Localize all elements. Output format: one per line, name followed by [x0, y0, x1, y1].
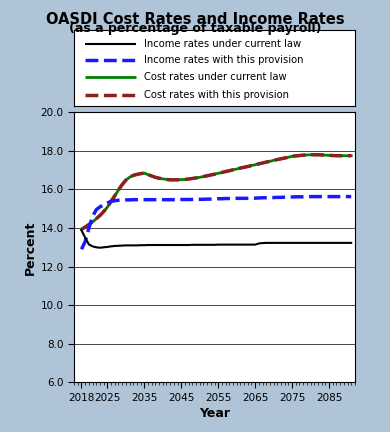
Text: Cost rates under current law: Cost rates under current law — [144, 72, 287, 82]
Text: Cost rates with this provision: Cost rates with this provision — [144, 90, 289, 100]
Y-axis label: Percent: Percent — [23, 220, 36, 274]
X-axis label: Year: Year — [199, 407, 230, 420]
Text: OASDI Cost Rates and Income Rates: OASDI Cost Rates and Income Rates — [46, 12, 344, 27]
Text: Income rates with this provision: Income rates with this provision — [144, 55, 304, 66]
Text: Income rates under current law: Income rates under current law — [144, 39, 301, 49]
Text: (as a percentage of taxable payroll): (as a percentage of taxable payroll) — [69, 22, 321, 35]
